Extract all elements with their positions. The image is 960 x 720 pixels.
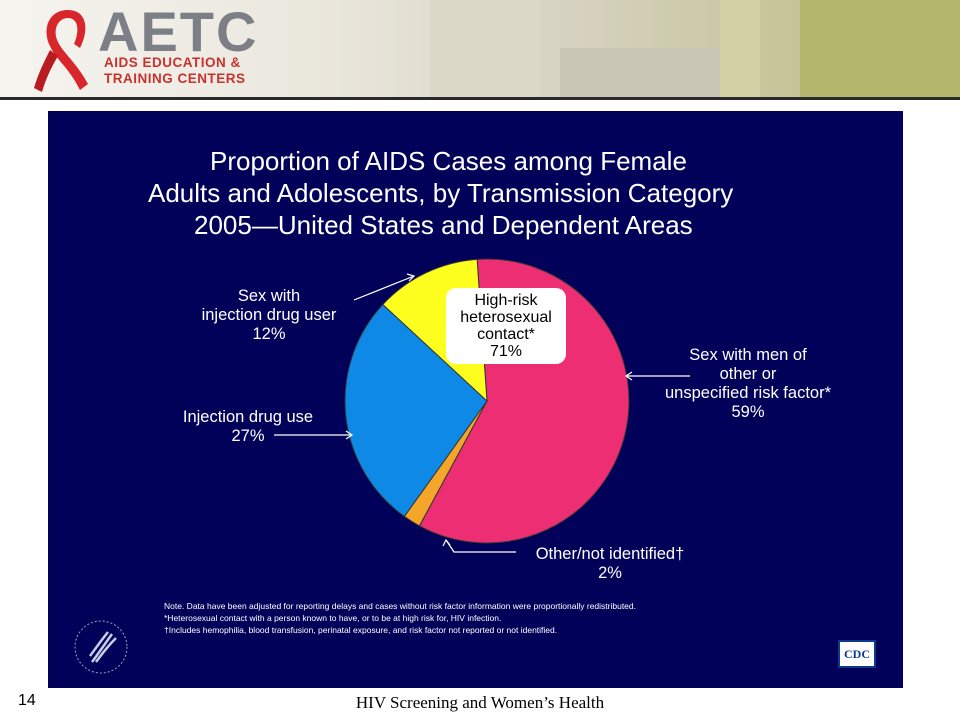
callout-line-3: contact* xyxy=(477,326,535,343)
logo-subtitle-line2: TRAINING CENTERS xyxy=(104,71,246,86)
footer-title: HIV Screening and Women’s Health xyxy=(355,693,605,712)
slice-value-label: 59% xyxy=(731,403,765,421)
slice-label-line: injection drug user xyxy=(201,306,337,324)
pie-slice-2 xyxy=(344,303,488,518)
slice-label-line: Sex with men of xyxy=(689,346,807,364)
callout-line-2: heterosexual xyxy=(460,309,552,326)
leader-line-sex-with-idu xyxy=(353,275,415,301)
callout-line-1: High-risk xyxy=(474,292,538,309)
footnote-note: Note. Data have been adjusted for report… xyxy=(164,601,637,611)
slice-label-line: Other/not identified† xyxy=(535,545,685,563)
header-divider xyxy=(0,97,960,100)
slice-label-line: Sex with xyxy=(237,287,301,305)
footnote-dagger: †Includes hemophilia, blood transfusion,… xyxy=(164,625,558,635)
arrowhead-sex-with-men xyxy=(624,371,633,381)
arrowhead-sex-with-idu xyxy=(406,273,416,282)
cdc-logo: CDC xyxy=(838,640,876,668)
slice-label-line: unspecified risk factor* xyxy=(665,384,831,402)
slice-value-label: 2% xyxy=(598,564,622,582)
slice-label-idu: Injection drug use 27% xyxy=(160,408,336,446)
slice-value-label: 12% xyxy=(252,325,286,343)
slice-label-line: Injection drug use xyxy=(182,408,314,426)
title-line-2: Adults and Adolescents, by Transmission … xyxy=(148,178,734,208)
banner-tile xyxy=(560,48,720,97)
slice-label-sex-with-men: Sex with men of other or unspecified ris… xyxy=(628,346,868,422)
slice-label-sex-with-idu: Sex with injection drug user 12% xyxy=(186,287,352,344)
footnotes: Note. Data have been adjusted for report… xyxy=(164,600,636,636)
slice-label-other: Other/not identified† 2% xyxy=(520,545,700,583)
slide-number: 14 xyxy=(18,692,36,709)
footnote-asterisk: *Heterosexual contact with a person know… xyxy=(164,613,502,623)
arrowhead-other xyxy=(442,538,451,547)
logo-title: AETC xyxy=(98,0,259,63)
slice-value-label: 27% xyxy=(231,427,265,445)
pie-slice-0 xyxy=(418,258,630,544)
title-line-1: Proportion of AIDS Cases among Female xyxy=(210,146,687,176)
hhs-seal-icon xyxy=(74,620,128,674)
banner-tile xyxy=(800,0,960,97)
banner-tile xyxy=(430,0,540,97)
header-banner: AETC AIDS EDUCATION & TRAINING CENTERS xyxy=(0,0,960,97)
arrowhead-idu xyxy=(345,430,354,440)
title-line-3: 2005—United States and Dependent Areas xyxy=(194,210,693,240)
banner-tile xyxy=(720,0,760,97)
leader-lines xyxy=(274,273,690,553)
red-ribbon-icon xyxy=(34,10,88,92)
callout-value: 71% xyxy=(489,343,523,360)
slice-label-line: other or xyxy=(719,365,777,383)
pie-slices xyxy=(344,258,630,544)
high-risk-heterosexual-callout: High-risk heterosexual contact* 71% xyxy=(446,288,566,364)
logo-subtitle-line1: AIDS EDUCATION & xyxy=(104,55,241,70)
